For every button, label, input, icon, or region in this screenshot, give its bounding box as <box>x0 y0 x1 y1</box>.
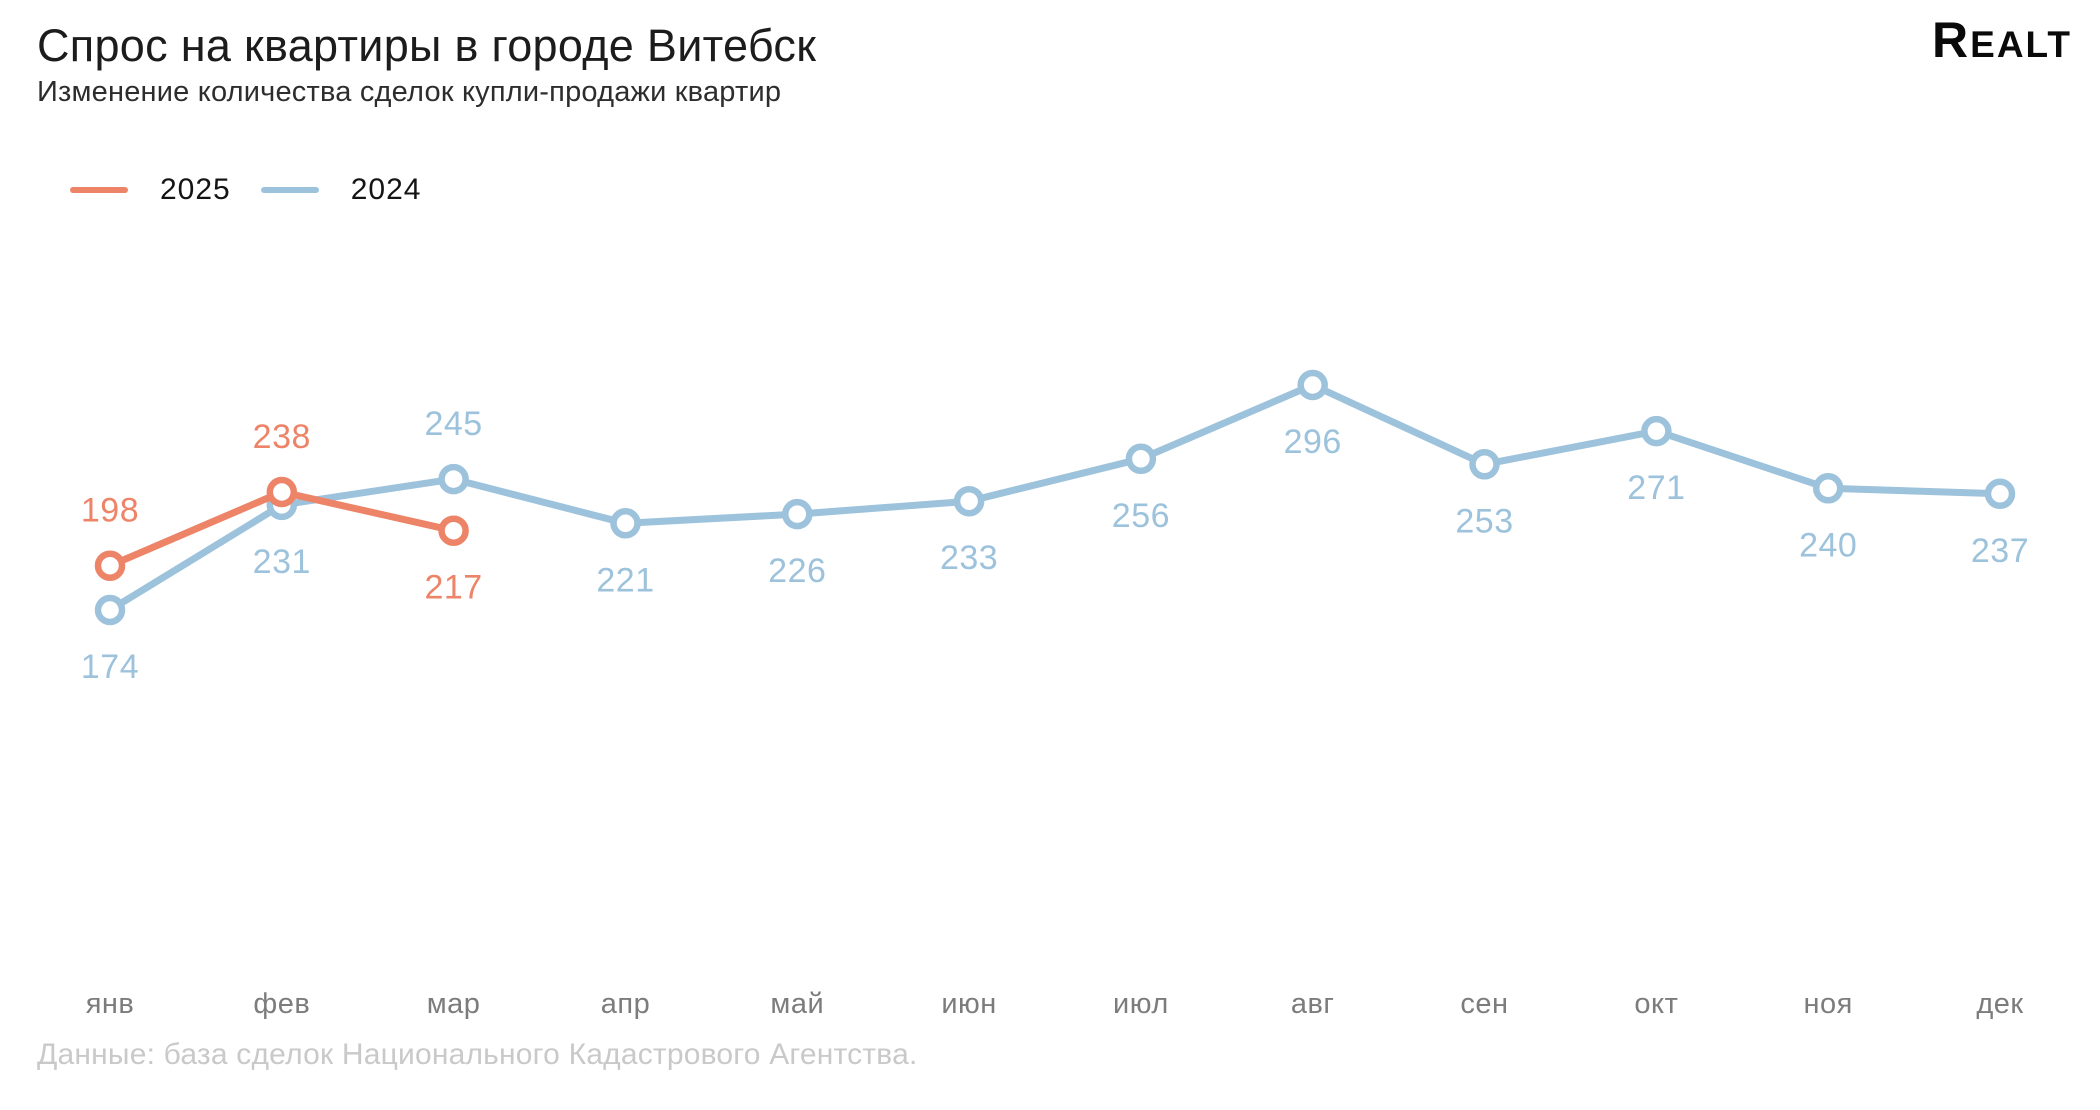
page-subtitle: Изменение количества сделок купли-продаж… <box>37 76 782 108</box>
series-2024-point-label: 226 <box>768 552 826 590</box>
series-2024-point-label: 174 <box>81 648 139 686</box>
series-2024-point-marker <box>1641 415 1672 447</box>
series-2024-point-label: 221 <box>596 561 654 599</box>
x-axis-label: авг <box>1291 988 1335 1020</box>
series-2024-point-marker <box>610 508 641 539</box>
series-2024-point-label: 271 <box>1627 469 1685 507</box>
page-title: Спрос на квартиры в городе Витебск <box>37 20 817 71</box>
legend: 2025 2024 <box>70 172 422 208</box>
realt-logo: Realt <box>1932 12 2072 68</box>
x-axis-label: сен <box>1460 988 1508 1020</box>
x-axis-label: май <box>770 988 824 1020</box>
legend-item-2024: 2024 <box>260 173 422 207</box>
series-2024-point-label: 240 <box>1799 526 1857 564</box>
x-axis-label: ноя <box>1804 988 1853 1020</box>
series-2024-point-marker <box>1125 443 1157 475</box>
series-2025-point-label: 238 <box>253 418 311 456</box>
x-axis-label: апр <box>601 988 650 1020</box>
series-2024-point-label: 245 <box>424 405 482 443</box>
x-axis-label: мар <box>427 988 481 1020</box>
x-axis-label: июн <box>941 988 996 1020</box>
x-axis-label: янв <box>86 988 135 1020</box>
series-2024-point-marker <box>438 463 469 495</box>
series-2025-point-marker <box>266 476 298 508</box>
x-axis-label: дек <box>1976 988 2023 1020</box>
series-2025-point-label: 217 <box>424 569 482 607</box>
data-source-note: Данные: база сделок Национального Кадаст… <box>37 1038 918 1071</box>
x-axis-label: июл <box>1113 988 1169 1020</box>
series-2024-point-marker <box>782 498 813 530</box>
series-2024-point-marker <box>94 594 126 626</box>
legend-swatch-2025-icon <box>70 187 128 193</box>
series-2025-point-marker <box>438 515 469 546</box>
series-2024-point-marker <box>1984 478 2016 510</box>
x-axis-label: окт <box>1634 988 1678 1020</box>
series-2024-point-label: 237 <box>1971 532 2029 570</box>
series-2025-point-marker <box>94 550 126 581</box>
legend-item-2025: 2025 <box>70 173 231 207</box>
legend-label-2025: 2025 <box>160 173 231 206</box>
legend-swatch-2024-icon <box>260 187 319 193</box>
series-2024-point-marker <box>953 485 985 517</box>
series-2024-point-label: 253 <box>1455 502 1513 540</box>
series-2024-point-label: 233 <box>940 539 998 577</box>
series-2025-point-label: 198 <box>81 492 139 530</box>
legend-label-2024: 2024 <box>350 173 422 206</box>
series-2024-point-marker <box>1469 449 1500 480</box>
x-axis-label: фев <box>253 988 310 1020</box>
series-2024-point-marker <box>1812 473 1844 504</box>
series-2024-point-label: 256 <box>1112 497 1170 535</box>
series-2024-line <box>106 381 2004 614</box>
series-2024-point-marker <box>1297 369 1328 401</box>
series-2024-point-label: 231 <box>253 543 311 581</box>
series-2024-point-label: 296 <box>1284 423 1342 461</box>
